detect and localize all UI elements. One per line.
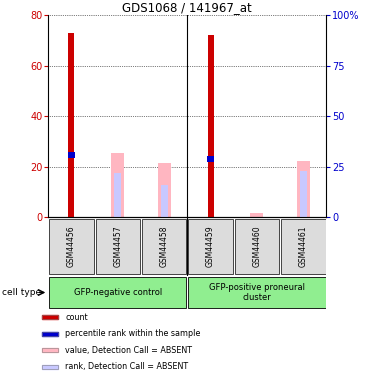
Bar: [49, 219, 94, 274]
Bar: [42, 315, 58, 319]
Bar: [114, 173, 121, 217]
Text: count: count: [65, 313, 88, 322]
Text: GSM44460: GSM44460: [252, 226, 262, 267]
Text: rank, Detection Call = ABSENT: rank, Detection Call = ABSENT: [65, 362, 188, 371]
Bar: [142, 219, 187, 274]
Bar: [42, 315, 58, 319]
Bar: [281, 219, 326, 274]
Bar: [42, 365, 58, 369]
Bar: [42, 348, 58, 352]
Text: GFP-negative control: GFP-negative control: [74, 288, 162, 297]
Bar: [42, 332, 58, 336]
Bar: [207, 35, 214, 218]
Bar: [235, 219, 279, 274]
Bar: [96, 219, 140, 274]
Bar: [188, 278, 326, 308]
Text: cell type: cell type: [2, 288, 41, 297]
Text: GSM44459: GSM44459: [206, 226, 215, 267]
Bar: [161, 185, 168, 218]
Bar: [158, 163, 171, 218]
Text: GSM44457: GSM44457: [113, 226, 122, 267]
Bar: [68, 33, 75, 218]
Bar: [188, 219, 233, 274]
Bar: [42, 365, 58, 369]
Bar: [111, 153, 124, 218]
Text: value, Detection Call = ABSENT: value, Detection Call = ABSENT: [65, 346, 192, 355]
Title: GDS1068 / 141967_at: GDS1068 / 141967_at: [122, 1, 252, 14]
Bar: [300, 171, 307, 217]
Bar: [42, 348, 58, 352]
Text: GSM44456: GSM44456: [67, 226, 76, 267]
Bar: [49, 278, 187, 308]
Bar: [42, 332, 58, 336]
Bar: [207, 156, 214, 162]
Bar: [250, 213, 263, 217]
Text: GFP-positive proneural
cluster: GFP-positive proneural cluster: [209, 283, 305, 302]
Bar: [68, 152, 75, 157]
Text: GSM44458: GSM44458: [160, 226, 169, 267]
Text: GSM44461: GSM44461: [299, 226, 308, 267]
Text: percentile rank within the sample: percentile rank within the sample: [65, 329, 201, 338]
Bar: [297, 161, 310, 218]
